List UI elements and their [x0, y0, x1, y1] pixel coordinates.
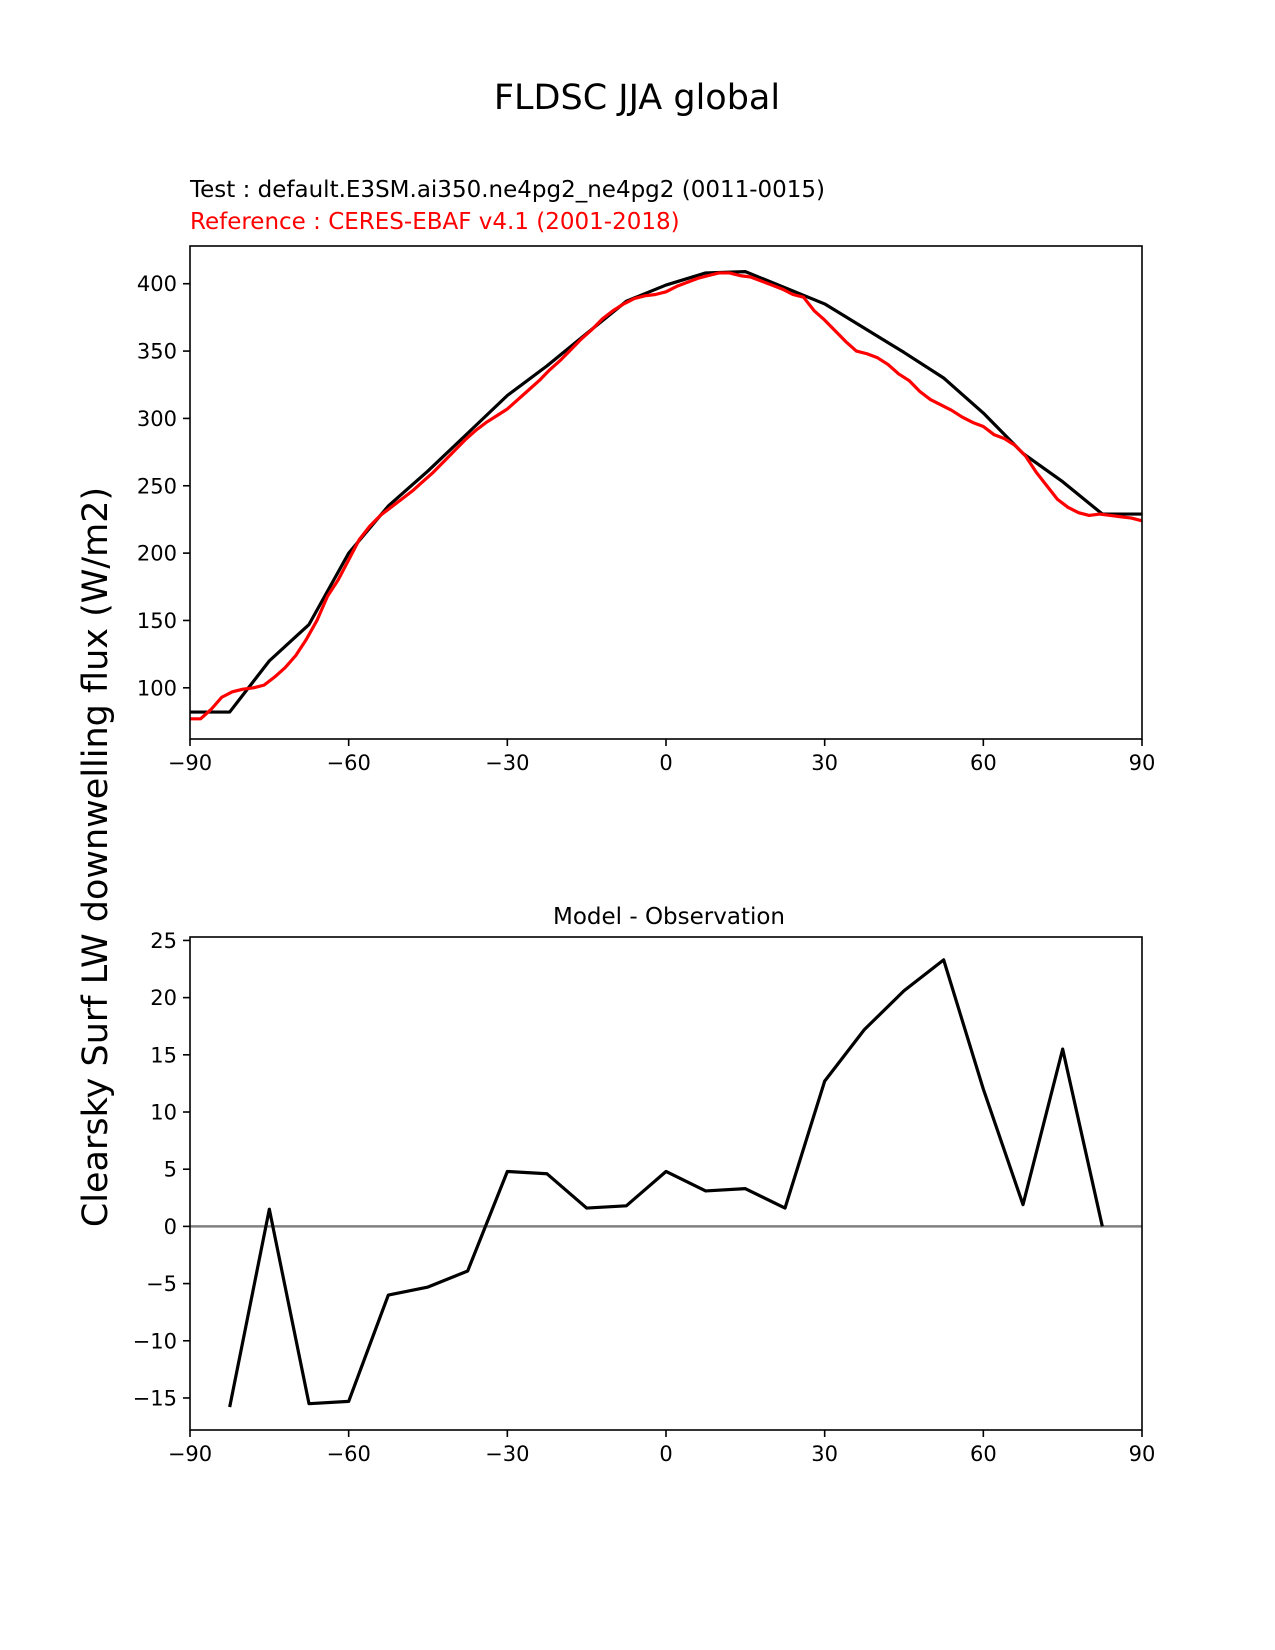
x-tick-label: 90 [1129, 751, 1156, 775]
x-tick-label: −60 [327, 751, 371, 775]
figure-title: FLDSC JJA global [494, 78, 780, 118]
y-tick-label: 400 [137, 272, 177, 296]
y-tick-label: −10 [133, 1329, 177, 1353]
plot-frame [189, 245, 1143, 740]
x-tick-label: 0 [659, 1442, 672, 1466]
y-tick-label: 5 [164, 1158, 177, 1182]
x-tick-label: 0 [659, 751, 672, 775]
y-tick-label: 150 [137, 609, 177, 633]
y-tick-label: 250 [137, 474, 177, 498]
figure-ylabel: Clearsky Surf LW downwelling flux (W/m2) [76, 487, 116, 1227]
bottom-plot-title: Model - Observation [553, 904, 785, 930]
y-tick-label: 350 [137, 340, 177, 364]
x-tick-label: 30 [811, 1442, 838, 1466]
difference-plot: −90 −60 −30 0 30 60 90 −15 −10 −5 0 5 10 15 20 25 [133, 929, 1156, 1466]
x-tick-label: 60 [970, 751, 997, 775]
test-label: Test : default.E3SM.ai350.ne4pg2_ne4pg2 … [189, 177, 825, 203]
test-series-line [190, 269, 1142, 714]
x-tick-label: −30 [485, 1442, 529, 1466]
x-tick-label: 30 [811, 751, 838, 775]
x-tick-label: −60 [327, 1442, 371, 1466]
x-tick-label: −90 [168, 1442, 212, 1466]
y-tick-label: 20 [150, 986, 177, 1010]
y-tick-label: 100 [137, 676, 177, 700]
y-tick-label: 15 [150, 1043, 177, 1067]
x-tick-label: 60 [970, 1442, 997, 1466]
difference-series-line [228, 958, 1104, 1408]
y-tick-label: −15 [133, 1386, 177, 1410]
y-tick-label: −5 [146, 1272, 177, 1296]
reference-series-line [190, 271, 1142, 721]
plot-frame [189, 936, 1143, 1431]
y-tick-label: 200 [137, 542, 177, 566]
y-tick-label: 25 [150, 929, 177, 953]
x-tick-label: 90 [1129, 1442, 1156, 1466]
x-tick-label: −90 [168, 751, 212, 775]
y-tick-label: 10 [150, 1101, 177, 1125]
y-tick-label: 0 [164, 1215, 177, 1239]
top-plot: −90 −60 −30 0 30 60 90 100 150 200 250 300 350 400 [137, 245, 1156, 775]
x-tick-label: −30 [485, 751, 529, 775]
reference-label: Reference : CERES-EBAF v4.1 (2001-2018) [190, 209, 680, 235]
y-tick-label: 300 [137, 407, 177, 431]
